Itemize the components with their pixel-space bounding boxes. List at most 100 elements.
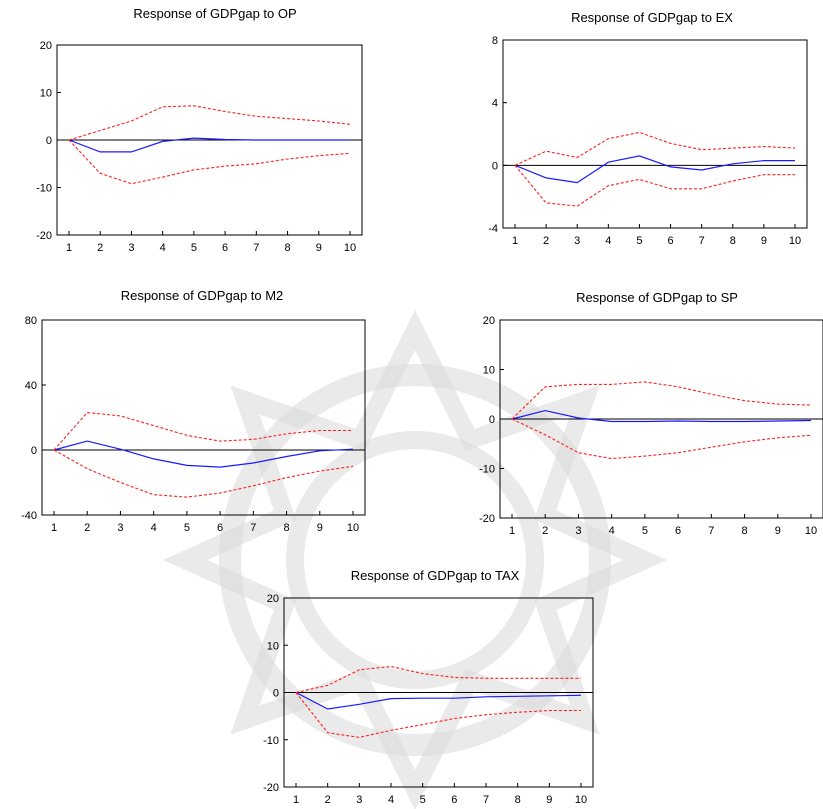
- y-tick-label: -40: [21, 510, 37, 522]
- x-tick-label: 4: [151, 522, 157, 534]
- x-tick-label: 10: [347, 522, 359, 534]
- y-tick-label: 20: [267, 593, 279, 605]
- y-tick-label: 20: [483, 315, 495, 327]
- x-tick-label: 10: [805, 525, 817, 537]
- y-tick-label: 10: [40, 88, 52, 100]
- y-tick-label: 4: [492, 98, 498, 110]
- y-tick-label: 0: [273, 688, 279, 700]
- x-tick-label: 9: [316, 242, 322, 254]
- y-tick-label: 40: [25, 380, 37, 392]
- x-tick-label: 1: [51, 522, 57, 534]
- x-tick-label: 9: [317, 522, 323, 534]
- x-tick-label: 3: [128, 242, 134, 254]
- chart-title: Response of GDPgap to M2: [121, 288, 284, 303]
- confidence-band-upper: [514, 131, 796, 166]
- confidence-band-lower: [53, 449, 354, 498]
- x-tick-label: 2: [542, 525, 548, 537]
- plot-frame: [41, 319, 366, 516]
- x-tick-label: 3: [117, 522, 123, 534]
- x-tick-label: 3: [574, 235, 580, 247]
- x-tick-label: 9: [546, 794, 552, 806]
- confidence-band-lower: [511, 418, 812, 460]
- x-tick-label: 6: [222, 242, 228, 254]
- y-tick-label: -20: [263, 782, 279, 794]
- y-tick-label: -4: [488, 223, 498, 235]
- x-tick-label: 1: [509, 525, 515, 537]
- x-tick-label: 4: [160, 242, 166, 254]
- x-tick-label: 7: [483, 794, 489, 806]
- confidence-band-lower: [295, 692, 581, 738]
- watermark-ornament: [163, 309, 667, 809]
- x-tick-label: 5: [420, 794, 426, 806]
- x-tick-label: 3: [575, 525, 581, 537]
- impulse-response-line: [511, 409, 812, 423]
- impulse-response-line: [68, 137, 350, 153]
- x-tick-label: 2: [325, 794, 331, 806]
- x-tick-label: 8: [283, 522, 289, 534]
- y-tick-label: -20: [479, 513, 495, 525]
- x-tick-label: 4: [388, 794, 394, 806]
- x-tick-label: 5: [636, 235, 642, 247]
- y-tick-label: 0: [489, 414, 495, 426]
- y-tick-label: -10: [479, 464, 495, 476]
- x-tick-label: 1: [293, 794, 299, 806]
- confidence-band-lower: [514, 164, 795, 207]
- y-tick-label: -20: [36, 230, 52, 242]
- x-tick-label: 8: [741, 525, 747, 537]
- chart-panel-op: Response of GDPgap to OP 20 10 0 -10 -20 1 2 3 4 5…: [36, 6, 363, 254]
- y-tick-label: 10: [267, 640, 279, 652]
- x-tick-label: 6: [675, 525, 681, 537]
- confidence-band-upper: [295, 665, 581, 694]
- x-tick-label: 2: [543, 235, 549, 247]
- confidence-band-lower: [68, 139, 351, 185]
- x-tick-label: 7: [699, 235, 705, 247]
- chart-title: Response of GDPgap to OP: [133, 6, 296, 21]
- chart-title: Response of GDPgap to SP: [576, 290, 738, 305]
- confidence-band-upper: [53, 412, 353, 451]
- impulse-response-line: [53, 440, 354, 468]
- x-tick-label: 5: [191, 242, 197, 254]
- x-tick-label: 6: [667, 235, 673, 247]
- x-tick-label: 9: [761, 235, 767, 247]
- x-tick-label: 10: [789, 235, 801, 247]
- plot-frame: [502, 39, 808, 229]
- confidence-band-upper: [68, 105, 351, 141]
- x-tick-label: 8: [284, 242, 290, 254]
- chart-panel-tax: Response of GDPgap to TAX 20 10 0 -10 -20 1 2 3 4…: [263, 568, 594, 806]
- chart-panel-sp: Response of GDPgap to SP 20 10 0 -10 -20 1 2 3 4 5…: [479, 290, 823, 537]
- y-tick-label: 0: [46, 135, 52, 147]
- x-tick-label: 2: [84, 522, 90, 534]
- x-tick-label: 9: [775, 525, 781, 537]
- chart-title: Response of GDPgap to EX: [571, 10, 733, 25]
- impulse-response-line: [295, 691, 582, 710]
- chart-title: Response of GDPgap to TAX: [351, 568, 520, 583]
- x-tick-label: 8: [730, 235, 736, 247]
- y-tick-label: 0: [31, 445, 37, 457]
- y-tick-label: 80: [25, 315, 37, 327]
- confidence-band-upper: [511, 381, 812, 420]
- x-tick-label: 3: [356, 794, 362, 806]
- x-tick-label: 6: [217, 522, 223, 534]
- x-tick-label: 5: [642, 525, 648, 537]
- x-tick-label: 7: [250, 522, 256, 534]
- x-tick-label: 1: [512, 235, 518, 247]
- x-tick-label: 4: [609, 525, 615, 537]
- y-tick-label: -10: [36, 183, 52, 195]
- x-tick-label: 10: [575, 794, 587, 806]
- chart-panel-ex: Response of GDPgap to EX 8 4 0 -4 1 2 3 4 5 6 7 8 9 10: [488, 10, 808, 247]
- x-tick-label: 6: [451, 794, 457, 806]
- y-tick-label: 0: [492, 160, 498, 172]
- chart-panel-m2: Response of GDPgap to M2 80 40 0 -40 1 2 3 4 5 6 7 8…: [21, 288, 366, 534]
- x-tick-label: 10: [344, 242, 356, 254]
- x-tick-label: 8: [515, 794, 521, 806]
- y-tick-label: -10: [263, 735, 279, 747]
- x-tick-label: 7: [253, 242, 259, 254]
- x-tick-label: 5: [184, 522, 190, 534]
- x-tick-label: 2: [97, 242, 103, 254]
- impulse-response-line: [514, 155, 795, 184]
- x-tick-label: 7: [708, 525, 714, 537]
- y-tick-label: 20: [40, 40, 52, 52]
- y-tick-label: 10: [483, 365, 495, 377]
